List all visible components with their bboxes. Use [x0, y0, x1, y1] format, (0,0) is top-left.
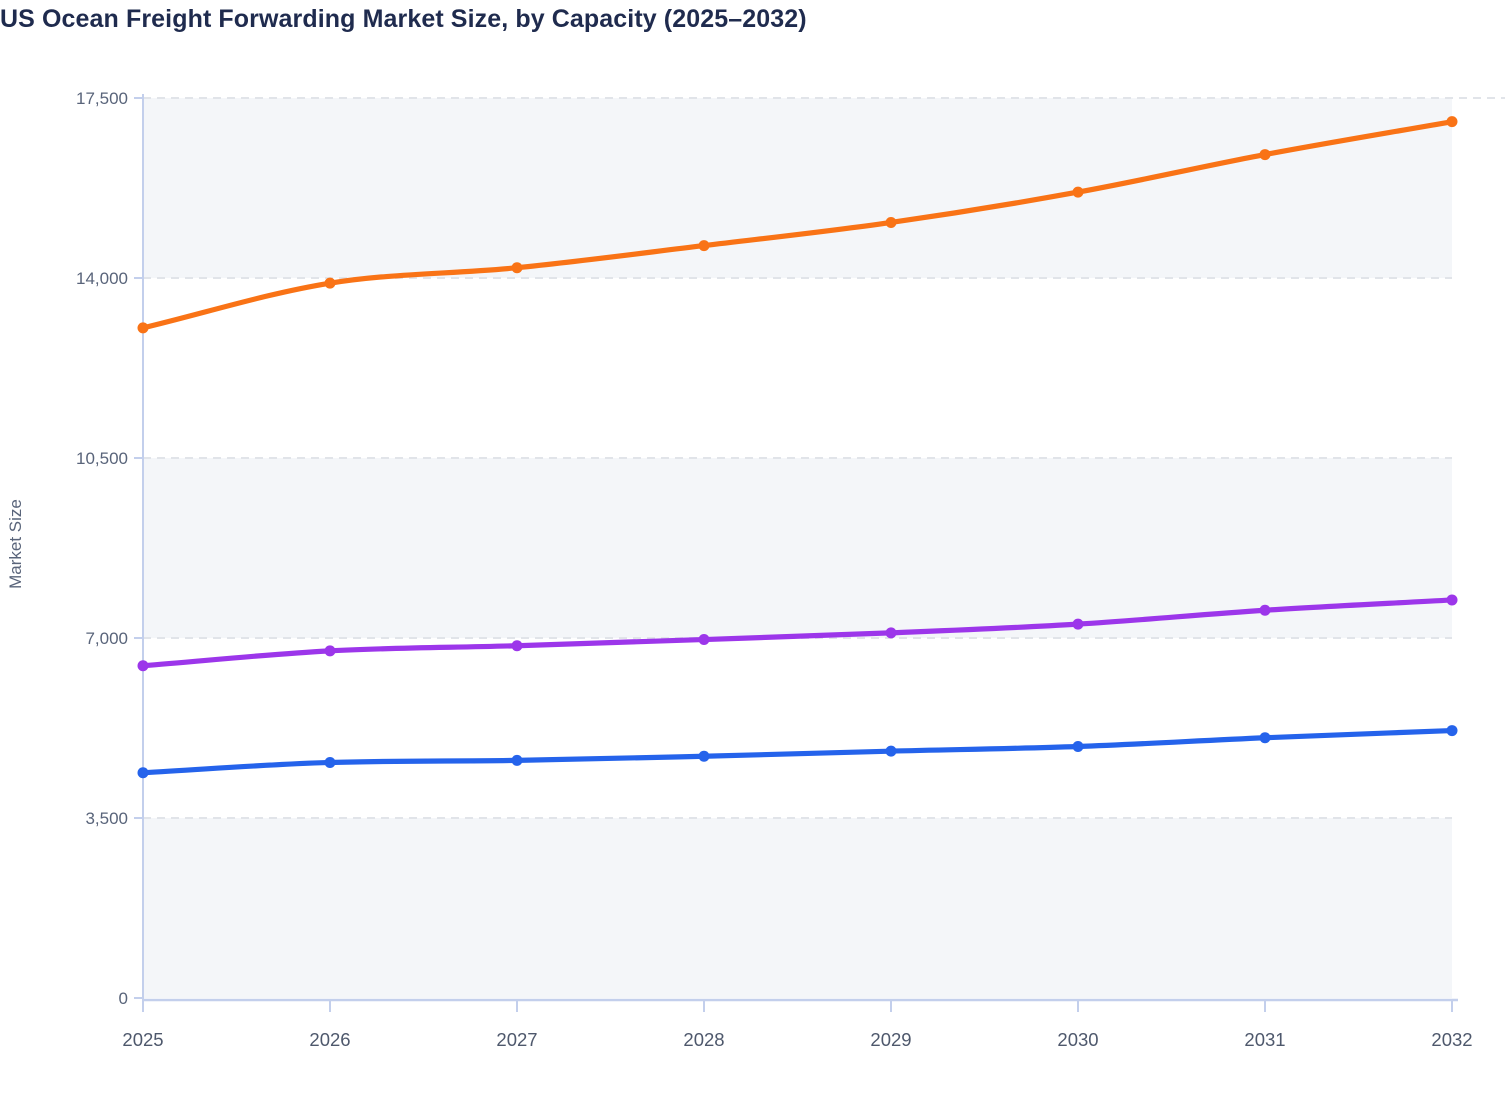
point-series-purple-2025[interactable]	[137, 660, 149, 672]
x-tick-label: 2032	[1431, 1029, 1472, 1050]
point-series-blue-2029[interactable]	[885, 745, 897, 757]
point-series-purple-2026[interactable]	[324, 645, 336, 657]
point-series-purple-2029[interactable]	[885, 627, 897, 639]
point-series-blue-2027[interactable]	[511, 754, 523, 766]
x-tick-label: 2030	[1057, 1029, 1098, 1050]
point-series-blue-2028[interactable]	[698, 750, 710, 762]
y-axis-title: Market Size	[6, 499, 25, 589]
point-series-orange-2027[interactable]	[511, 262, 523, 274]
point-series-purple-2027[interactable]	[511, 640, 523, 652]
x-tick-label: 2028	[683, 1029, 724, 1050]
x-tick-label: 2026	[309, 1029, 350, 1050]
point-series-purple-2030[interactable]	[1072, 618, 1084, 630]
point-series-blue-2025[interactable]	[137, 767, 149, 779]
point-series-blue-2032[interactable]	[1446, 725, 1458, 737]
plot-band	[143, 818, 1452, 998]
point-series-orange-2031[interactable]	[1259, 149, 1271, 161]
point-series-orange-2032[interactable]	[1446, 116, 1458, 128]
point-series-orange-2028[interactable]	[698, 240, 710, 252]
point-series-purple-2028[interactable]	[698, 634, 710, 646]
line-series-orange	[140, 119, 1455, 331]
y-tick-label: 0	[119, 989, 128, 1008]
point-series-purple-2032[interactable]	[1446, 594, 1458, 606]
point-series-orange-2030[interactable]	[1072, 186, 1084, 198]
x-tick-label: 2031	[1244, 1029, 1285, 1050]
y-tick-label: 17,500	[76, 89, 128, 108]
x-tick-label: 2025	[122, 1029, 163, 1050]
chart-title: US Ocean Freight Forwarding Market Size,…	[0, 5, 807, 33]
point-series-orange-2029[interactable]	[885, 216, 897, 228]
point-series-orange-2025[interactable]	[137, 322, 149, 334]
y-tick-label: 7,000	[85, 629, 128, 648]
x-tick-label: 2027	[496, 1029, 537, 1050]
point-series-blue-2030[interactable]	[1072, 741, 1084, 753]
plot-band	[143, 458, 1452, 638]
point-series-purple-2031[interactable]	[1259, 604, 1271, 616]
point-series-blue-2026[interactable]	[324, 756, 336, 768]
plot-band	[143, 98, 1452, 278]
line-series-purple	[140, 597, 1455, 669]
point-series-orange-2026[interactable]	[324, 277, 336, 289]
y-tick-label: 14,000	[76, 269, 128, 288]
line-series-blue	[140, 727, 1455, 776]
y-tick-label: 10,500	[76, 449, 128, 468]
x-tick-label: 2029	[870, 1029, 911, 1050]
y-tick-label: 3,500	[85, 809, 128, 828]
point-series-blue-2031[interactable]	[1259, 732, 1271, 744]
